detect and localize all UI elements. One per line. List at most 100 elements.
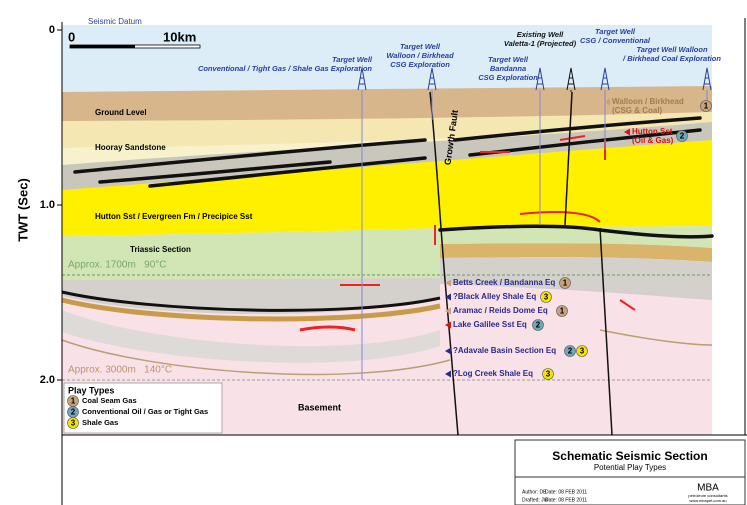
play-badge — [532, 319, 544, 331]
logo: MBA — [697, 483, 719, 494]
legend-label: Coal Seam Gas — [82, 396, 137, 405]
pointer — [445, 293, 451, 301]
target-label: Aramac / Reids Dome Eq — [453, 306, 548, 315]
tan-bed — [61, 297, 441, 322]
pointer — [445, 347, 451, 355]
derrick — [702, 67, 712, 91]
derrick — [535, 67, 545, 91]
credit: Date: 08 FEB 2011 — [545, 497, 587, 503]
target-label: ?Black Alley Shale Eq — [453, 292, 536, 301]
layer-label: Triassic Section — [130, 245, 191, 254]
well-label: Existing Well — [517, 30, 564, 39]
axis-tick: 2.0 — [40, 374, 55, 386]
scale-start: 0 — [68, 29, 75, 44]
layer-label: Ground Level — [95, 108, 147, 117]
play-number: 2 — [680, 132, 685, 141]
play-badge — [564, 345, 576, 357]
well-label: Target Well Walloon — [636, 45, 708, 54]
play-number: 1 — [560, 307, 565, 316]
triassic-layer — [62, 228, 440, 280]
well-label: Target Well — [488, 55, 529, 64]
legend-label: Conventional Oil / Gas or Tight Gas — [82, 407, 208, 416]
credit: Drafted: JW — [522, 497, 549, 503]
sky — [62, 25, 712, 93]
depth-note: Approx. 1700m 90°C — [68, 260, 167, 271]
logo-sub: petroleum consultants — [688, 493, 727, 498]
well-label: Bandanna — [490, 64, 526, 73]
tan-band-right — [440, 243, 712, 262]
play-number: 3 — [544, 293, 549, 302]
play-badge — [559, 277, 571, 289]
play-number: 2 — [568, 347, 573, 356]
play-badge — [700, 100, 712, 112]
play-badge — [576, 345, 588, 357]
credit: Date: 08 FEB 2011 — [545, 489, 587, 495]
play-number: 3 — [580, 347, 585, 356]
well-label: Walloon / Birkhead — [386, 51, 454, 60]
bed-line — [61, 339, 451, 376]
well-label: Target Well — [400, 42, 441, 51]
well-label: / Birkhead Coal Exploration — [622, 54, 721, 63]
ground-layer — [62, 86, 712, 121]
reservoir — [519, 211, 601, 223]
play-number: 1 — [563, 279, 568, 288]
coal-bed — [61, 290, 441, 312]
play-number: 1 — [704, 102, 709, 111]
target-label: ?Log Creek Shale Eq — [453, 369, 533, 378]
target-label: ?Adavale Basin Section Eq — [453, 346, 556, 355]
play-number: 2 — [536, 321, 541, 330]
derrick — [600, 67, 610, 91]
derrick — [357, 67, 367, 91]
legend-box — [63, 382, 223, 434]
url: www.mbapet.com.au — [689, 498, 726, 503]
pointer — [445, 279, 451, 287]
axis-label: TWT (Sec) — [15, 178, 30, 242]
pointer — [445, 370, 451, 378]
play-number: 2 — [71, 408, 76, 417]
play-targets: Walloon / Birkhead(CSG & Coal) 1 Hutton Ss… — [445, 97, 712, 380]
play-badge — [540, 291, 552, 303]
play-number: 3 — [71, 419, 76, 428]
play-badge — [556, 305, 568, 317]
pointer — [624, 128, 630, 136]
play-number: 1 — [71, 397, 76, 406]
target-label: (Oil & Gas) — [632, 136, 674, 145]
scale-end: 10km — [163, 29, 196, 44]
coal-band — [62, 122, 712, 192]
datum: Seismic Datum — [88, 17, 142, 26]
target-label: Betts Creek / Bandanna Eq — [453, 278, 555, 287]
derrick — [427, 67, 437, 91]
block-title: Schematic Seismic Section — [552, 449, 707, 463]
layers — [61, 25, 714, 436]
well-label: CSG Exploration — [390, 60, 450, 69]
pale-layer — [62, 112, 712, 148]
play-badge — [542, 368, 554, 380]
fault — [564, 91, 573, 226]
fault — [599, 227, 613, 436]
well-label: Valetta-1 (Projected) — [504, 39, 577, 48]
triassic-right — [440, 226, 712, 248]
target-label: Hutton Sst — [632, 127, 673, 136]
target-label: Walloon / Birkhead — [612, 97, 684, 106]
pointer — [604, 98, 610, 106]
well-label: CSG Exploration — [478, 73, 538, 82]
credit: Author: DB — [522, 489, 547, 495]
derrick — [566, 67, 576, 91]
layer-label: Hooray Sandstone — [95, 143, 166, 152]
well-label: Target Well — [595, 27, 636, 36]
play-badge — [67, 417, 79, 429]
axis-tick: 0 — [49, 24, 55, 36]
well-label: CSG / Conventional — [580, 36, 651, 45]
reservoir — [299, 325, 356, 332]
gray-band-lower — [62, 310, 440, 363]
well-label: Target Well — [332, 55, 373, 64]
target-label: (CSG & Coal) — [612, 106, 663, 115]
pointer — [445, 307, 451, 315]
play-number: 3 — [546, 370, 551, 379]
layer-label: Hutton Sst / Evergreen Fm / Precipice Ss… — [95, 212, 253, 221]
play-badge — [676, 130, 688, 142]
scale-bar — [70, 45, 135, 48]
depth-note: Approx. 3000m 140°C — [68, 365, 172, 376]
